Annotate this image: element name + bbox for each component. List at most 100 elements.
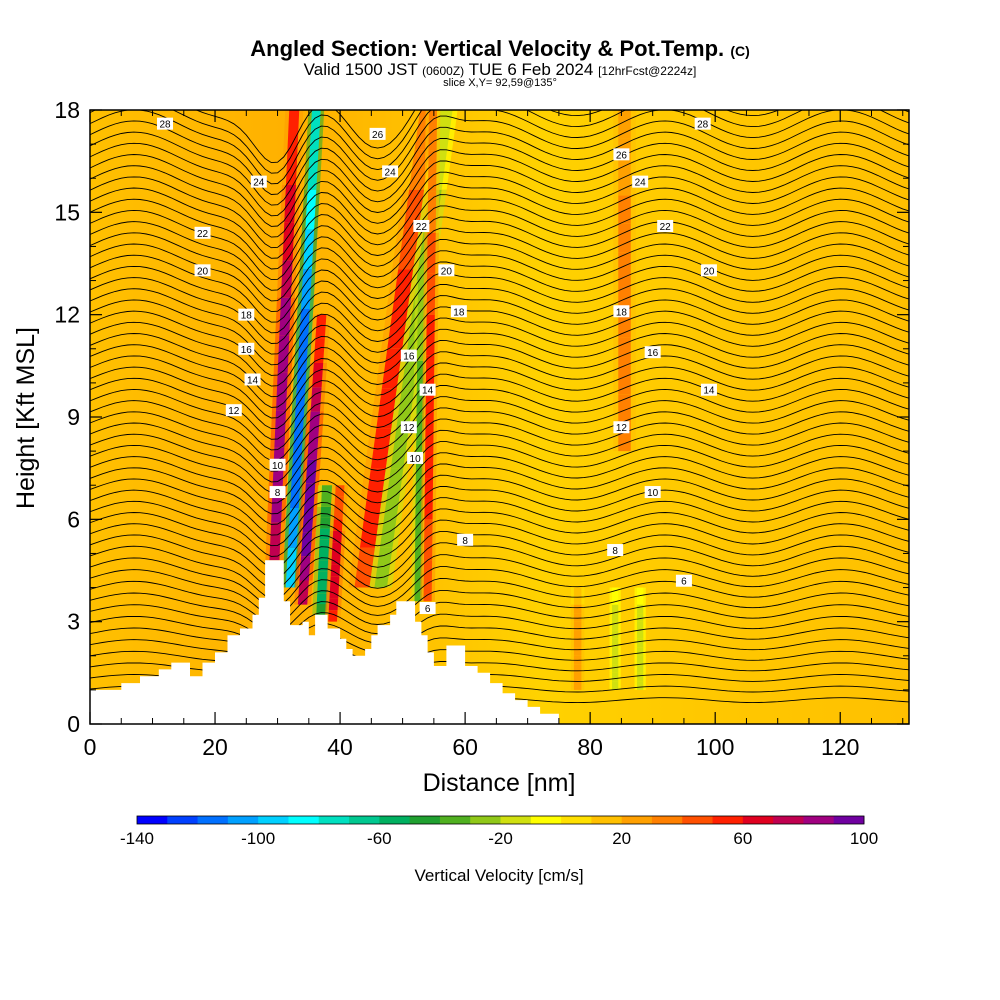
velocity-cell: [335, 485, 345, 497]
velocity-cell: [637, 647, 644, 656]
theta-label-bg: [675, 574, 692, 587]
velocity-cell: [330, 576, 340, 588]
theta-contour-line: [90, 160, 909, 238]
theta-label: 12: [400, 421, 417, 434]
y-tick-label: 15: [54, 199, 80, 225]
theta-contour-line: [90, 261, 909, 334]
theta-contour-line: [90, 283, 909, 355]
colorbar-tick-label: 20: [612, 829, 631, 848]
theta-label-text: 16: [241, 345, 253, 356]
velocity-cell: [573, 621, 582, 631]
colorbar-swatch: [197, 816, 229, 824]
velocity-cell: [573, 604, 582, 614]
velocity-cell: [618, 166, 631, 196]
colorbar-swatch: [712, 816, 744, 824]
x-tick-label: 80: [577, 734, 603, 760]
theta-label-bg: [244, 373, 261, 386]
theta-label-bg: [407, 451, 424, 464]
theta-contour-line: [195, 110, 909, 164]
theta-contour-line: [90, 613, 909, 650]
theta-label: 10: [407, 451, 424, 465]
theta-label-text: 28: [697, 120, 709, 131]
theta-contour-line: [90, 110, 909, 185]
velocity-cell: [637, 681, 644, 690]
theta-label-text: 12: [616, 423, 628, 434]
velocity-cell: [387, 308, 408, 349]
velocity-cell: [637, 655, 644, 665]
x-tick-label: 20: [202, 734, 228, 760]
y-tick-label: 18: [54, 97, 80, 123]
colorbar-tick-label: -60: [367, 829, 392, 848]
y-tick-label: 12: [54, 302, 80, 328]
velocity-cell: [279, 297, 291, 336]
theta-label: 18: [450, 305, 467, 318]
theta-label: 20: [194, 264, 211, 277]
x-tick-label: 100: [696, 734, 734, 760]
theta-contour-line: [90, 126, 909, 206]
theta-label: 20: [700, 264, 717, 277]
theta-label: 24: [250, 175, 267, 189]
velocity-cell: [612, 681, 619, 690]
x-tick-label: 60: [452, 734, 478, 760]
colorbar-swatch: [742, 816, 774, 824]
velocity-cell: [320, 506, 332, 518]
velocity-cell: [331, 553, 341, 565]
terrain-profile: [90, 560, 559, 724]
theta-contour-line: [90, 601, 909, 642]
velocity-cell: [573, 638, 582, 648]
y-axis-label: Height [Kft MSL]: [12, 327, 40, 509]
theta-label: 20: [438, 264, 455, 277]
colorbar-swatch: [470, 816, 501, 824]
theta-label: 10: [269, 458, 286, 472]
velocity-cell: [312, 362, 324, 388]
velocity-features: [265, 110, 646, 690]
chart-title: Angled Section: Vertical Velocity & Pot.…: [0, 36, 1000, 62]
velocity-cell: [365, 468, 386, 508]
x-tick-label: 40: [327, 734, 353, 760]
velocity-cell: [319, 528, 331, 540]
theta-label: 26: [613, 148, 630, 161]
velocity-background: [90, 110, 909, 724]
colorbar-swatch: [167, 816, 198, 824]
velocity-cell: [612, 664, 619, 673]
theta-contour-line: [90, 149, 909, 227]
velocity-cell: [309, 411, 321, 436]
theta-label: 10: [644, 486, 661, 499]
theta-contour-line: [90, 463, 909, 525]
theta-label: 8: [269, 486, 286, 499]
theta-labels: 28 26 24 24 22 22 20 20 18 18 16 16 14 14 12 12 10 10 8 8 6 2…: [157, 117, 717, 615]
theta-label-bg: [238, 342, 255, 355]
theta-label-text: 8: [612, 546, 618, 557]
velocity-cell: [313, 338, 325, 363]
theta-label-bg: [250, 175, 267, 188]
theta-label: 26: [369, 127, 386, 141]
theta-label-bg: [457, 533, 474, 546]
velocity-cell: [573, 587, 582, 597]
velocity-cell: [637, 604, 644, 614]
theta-label-bg: [194, 264, 211, 277]
colorbar-swatch: [773, 816, 804, 824]
theta-contour-line: [90, 171, 909, 249]
theta-label-text: 14: [422, 386, 434, 397]
velocity-cell: [330, 564, 341, 577]
theta-label-bg: [400, 349, 417, 362]
chart-title-unit: (C): [730, 43, 750, 59]
theta-label-text: 22: [197, 229, 209, 240]
velocity-cell: [424, 478, 434, 520]
velocity-cell: [637, 613, 644, 622]
colorbar-swatch: [561, 816, 592, 824]
theta-label-bg: [225, 404, 242, 417]
theta-contour-line: [90, 239, 909, 313]
velocity-cell: [414, 547, 423, 575]
theta-label-text: 8: [462, 536, 468, 547]
theta-contour-line: [90, 205, 909, 281]
colorbar-swatch: [409, 816, 441, 824]
theta-label: 24: [382, 165, 399, 178]
theta-label-text: 10: [647, 488, 659, 499]
theta-contour-line: [90, 625, 909, 659]
velocity-cell: [415, 494, 424, 522]
colorbar-tick-label: 100: [850, 829, 878, 848]
theta-label: 16: [238, 342, 255, 356]
colorbar: -140 -100 -60 -20 20 60 100: [120, 815, 878, 848]
theta-label-text: 16: [647, 348, 659, 359]
